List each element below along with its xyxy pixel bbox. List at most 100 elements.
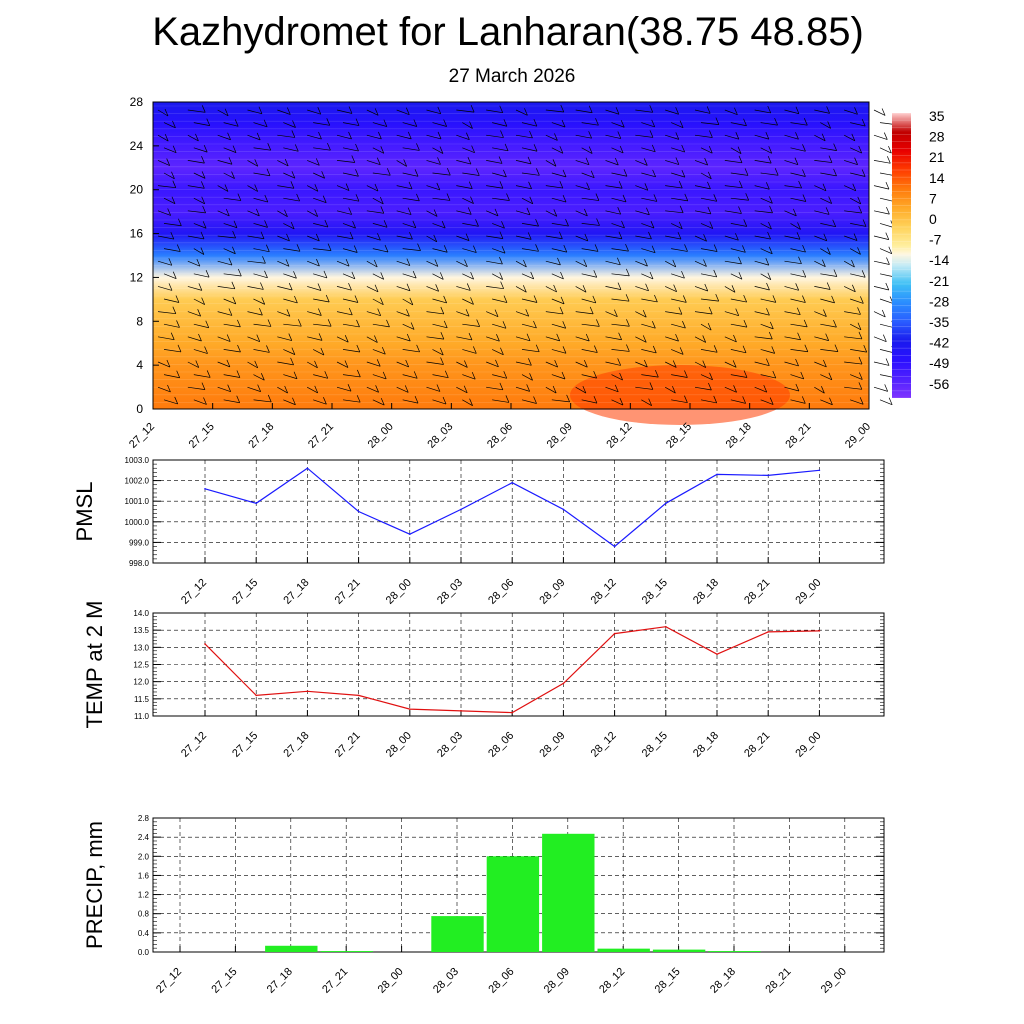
- wind-barb: [760, 246, 773, 255]
- barb-flag: [562, 321, 567, 329]
- barb-flag: [617, 358, 621, 366]
- x-tick-label: 28_12: [589, 730, 619, 760]
- barb-flag: [649, 271, 654, 280]
- barb-shaft: [486, 160, 503, 164]
- barb-shaft: [277, 286, 293, 291]
- barb-shaft: [665, 286, 677, 292]
- barb-flag: [733, 385, 737, 393]
- wind-barb: [193, 247, 205, 255]
- barb-flag: [882, 334, 887, 342]
- barb-shaft: [372, 197, 384, 205]
- wind-barb: [545, 284, 557, 293]
- barb-shaft: [784, 361, 799, 367]
- wind-barb: [456, 385, 468, 394]
- wind-barb: [515, 156, 532, 165]
- barb-flag: [290, 357, 294, 366]
- barb-shaft: [665, 210, 684, 214]
- wind-barb: [850, 270, 866, 278]
- wind-barb: [426, 306, 445, 315]
- wind-barb: [342, 194, 360, 202]
- barb-flag: [675, 333, 679, 342]
- barb-shaft: [820, 197, 832, 204]
- barb-flag: [317, 283, 322, 291]
- barb-flag: [584, 208, 588, 217]
- barb-flag: [679, 347, 684, 355]
- barb-flag: [356, 319, 360, 328]
- barb-flag: [260, 282, 264, 290]
- barb-shaft: [396, 210, 412, 215]
- barb-flag: [619, 145, 624, 154]
- barb-flag: [833, 320, 837, 328]
- barb-flag: [284, 158, 289, 167]
- barb-flag: [323, 270, 328, 279]
- barb-shaft: [605, 386, 619, 393]
- barb-flag: [417, 243, 421, 251]
- barb-flag: [377, 233, 381, 241]
- barb-shaft: [551, 298, 565, 305]
- barb-flag: [414, 395, 419, 404]
- barb-flag: [715, 294, 720, 302]
- barb-shaft: [336, 134, 352, 140]
- wind-barb: [515, 259, 527, 268]
- barb-shaft: [247, 260, 266, 264]
- barb-shaft: [581, 349, 598, 353]
- barb-flag: [439, 272, 444, 280]
- wind-barb: [545, 333, 561, 342]
- wind-barb: [307, 308, 322, 316]
- wind-barb: [879, 296, 894, 304]
- wind-barb: [283, 271, 297, 279]
- barb-flag: [826, 282, 831, 290]
- barb-shaft: [730, 374, 748, 378]
- wind-barb: [784, 307, 801, 316]
- wind-barb: [515, 285, 527, 293]
- wind-barb: [217, 208, 230, 217]
- barb-shaft: [665, 260, 676, 268]
- wind-barb: [366, 308, 382, 317]
- wind-barb: [163, 320, 180, 328]
- wind-barb: [820, 247, 831, 255]
- wind-barb: [372, 272, 385, 280]
- wind-barb: [187, 382, 206, 390]
- barb-flag: [375, 385, 379, 393]
- wind-barb: [814, 309, 827, 317]
- wind-barb: [545, 385, 557, 394]
- wind-barb: [462, 196, 474, 204]
- barb-flag: [649, 382, 654, 390]
- y-tick-label: 1003.0: [125, 456, 150, 465]
- barb-flag: [407, 131, 412, 140]
- wind-barb: [635, 310, 647, 318]
- barb-flag: [266, 345, 270, 353]
- barb-shaft: [217, 185, 229, 192]
- barb-flag: [559, 231, 563, 239]
- barb-flag: [886, 206, 890, 215]
- wind-barb: [277, 209, 288, 218]
- barb-flag: [413, 371, 418, 379]
- barb-flag: [886, 257, 890, 265]
- barb-shaft: [611, 349, 630, 352]
- barb-shaft: [545, 210, 557, 217]
- barb-flag: [885, 282, 890, 291]
- wind-barb: [486, 156, 503, 164]
- barb-flag: [201, 196, 206, 204]
- barb-flag: [176, 320, 180, 328]
- wind-barb: [217, 132, 231, 141]
- wind-barb: [223, 344, 241, 353]
- barb-flag: [416, 344, 420, 353]
- barb-shaft: [521, 197, 533, 205]
- wind-barb: [641, 119, 656, 128]
- barb-shaft: [730, 298, 747, 303]
- data-point: [204, 643, 206, 645]
- barb-flag: [826, 106, 830, 114]
- wind-barb: [581, 244, 599, 252]
- barb-shaft: [754, 210, 773, 214]
- barb-shaft: [545, 361, 558, 368]
- wind-barb: [790, 144, 806, 152]
- barb-shaft: [671, 399, 688, 404]
- barb-flag: [765, 131, 770, 140]
- wind-barb: [253, 244, 270, 253]
- barb-flag: [707, 171, 712, 179]
- wind-barb: [665, 231, 682, 240]
- wind-barb: [396, 333, 411, 342]
- barb-shaft: [426, 286, 439, 292]
- barb-shaft: [163, 248, 181, 252]
